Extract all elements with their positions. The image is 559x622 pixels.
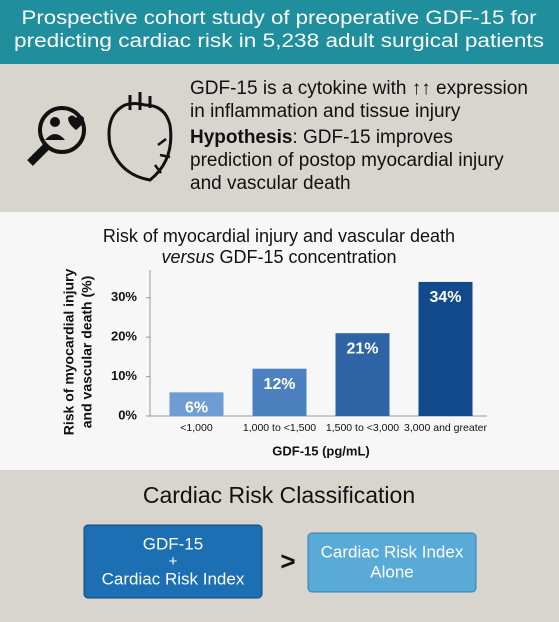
- left-box-line: GDF-15: [143, 534, 203, 553]
- x-tick-label: 1,000 to <1,500: [243, 422, 316, 434]
- chart-title: versus GDF-15 concentration: [161, 247, 396, 267]
- hypothesis-line: Hypothesis: GDF-15 improves: [190, 127, 453, 148]
- y-axis-title: and vascular death (%): [79, 276, 95, 429]
- left-box: [83, 524, 263, 599]
- x-tick-label: 1,500 to <3,000: [326, 422, 399, 434]
- intro-line: in inflammation and tissue injury: [190, 101, 461, 122]
- chart-title: Risk of myocardial injury and vascular d…: [103, 226, 455, 246]
- bar: [335, 333, 390, 416]
- left-box-line: Cardiac Risk Index: [102, 569, 245, 588]
- intro-line: GDF-15 is a cytokine with ↑↑ expression: [190, 78, 528, 99]
- y-tick-label: 10%: [111, 368, 137, 383]
- classification-title: Cardiac Risk Classification: [143, 482, 415, 508]
- hypothesis-label: Hypothesis: [190, 127, 292, 148]
- x-axis-title: GDF-15 (pg/mL): [272, 443, 370, 458]
- left-box-line: +: [169, 553, 178, 570]
- y-axis-title: Risk of myocardial injury: [61, 269, 77, 436]
- header-line: Prospective cohort study of preoperative…: [22, 8, 538, 29]
- y-tick-label: 0%: [118, 407, 137, 422]
- x-tick-label: 3,000 and greater: [404, 422, 487, 434]
- chart-title-rest: GDF-15 concentration: [214, 247, 396, 267]
- hypothesis-text: : GDF-15 improves: [292, 127, 452, 148]
- value-label: 6%: [185, 400, 208, 417]
- right-box: [307, 532, 477, 593]
- value-label: 12%: [263, 376, 295, 393]
- header-line: predicting cardiac risk in 5,238 adult s…: [14, 31, 544, 52]
- hypothesis-line: and vascular death: [190, 173, 351, 194]
- right-box-line: Cardiac Risk Index: [321, 542, 464, 561]
- value-label: 21%: [346, 340, 378, 357]
- comparator: >: [280, 546, 295, 576]
- header-band: [0, 0, 559, 64]
- heart-icon: [107, 92, 173, 182]
- chart-title-italic: versus: [161, 247, 214, 267]
- hypothesis-line: prediction of postop myocardial injury: [190, 150, 504, 171]
- right-box-line: Alone: [370, 562, 413, 581]
- bar: [169, 392, 224, 416]
- y-tick-label: 20%: [111, 329, 137, 344]
- value-label: 34%: [429, 289, 461, 306]
- intro-band: [0, 64, 559, 212]
- bar: [418, 281, 473, 416]
- magnifier-icon: [27, 106, 86, 166]
- x-tick-label: <1,000: [180, 422, 213, 434]
- bar: [252, 368, 307, 416]
- y-tick-label: 30%: [111, 289, 137, 304]
